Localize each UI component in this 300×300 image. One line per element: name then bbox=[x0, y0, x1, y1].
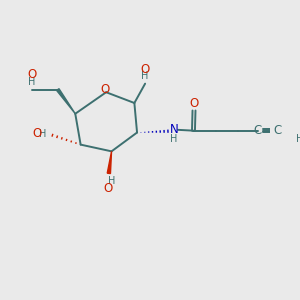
Text: H: H bbox=[296, 134, 300, 144]
Text: O: O bbox=[104, 182, 113, 195]
Text: C: C bbox=[254, 124, 262, 137]
Text: N: N bbox=[169, 122, 178, 136]
Text: O: O bbox=[100, 83, 110, 96]
Text: O: O bbox=[32, 128, 41, 140]
Text: C: C bbox=[273, 124, 281, 137]
Text: O: O bbox=[189, 97, 199, 110]
Text: H: H bbox=[170, 134, 178, 144]
Text: H: H bbox=[39, 129, 46, 139]
Text: O: O bbox=[140, 63, 149, 76]
Text: H: H bbox=[108, 176, 115, 186]
Polygon shape bbox=[57, 89, 75, 114]
Text: H: H bbox=[28, 77, 35, 87]
Polygon shape bbox=[107, 151, 112, 174]
Text: O: O bbox=[27, 68, 36, 81]
Text: H: H bbox=[141, 71, 148, 81]
